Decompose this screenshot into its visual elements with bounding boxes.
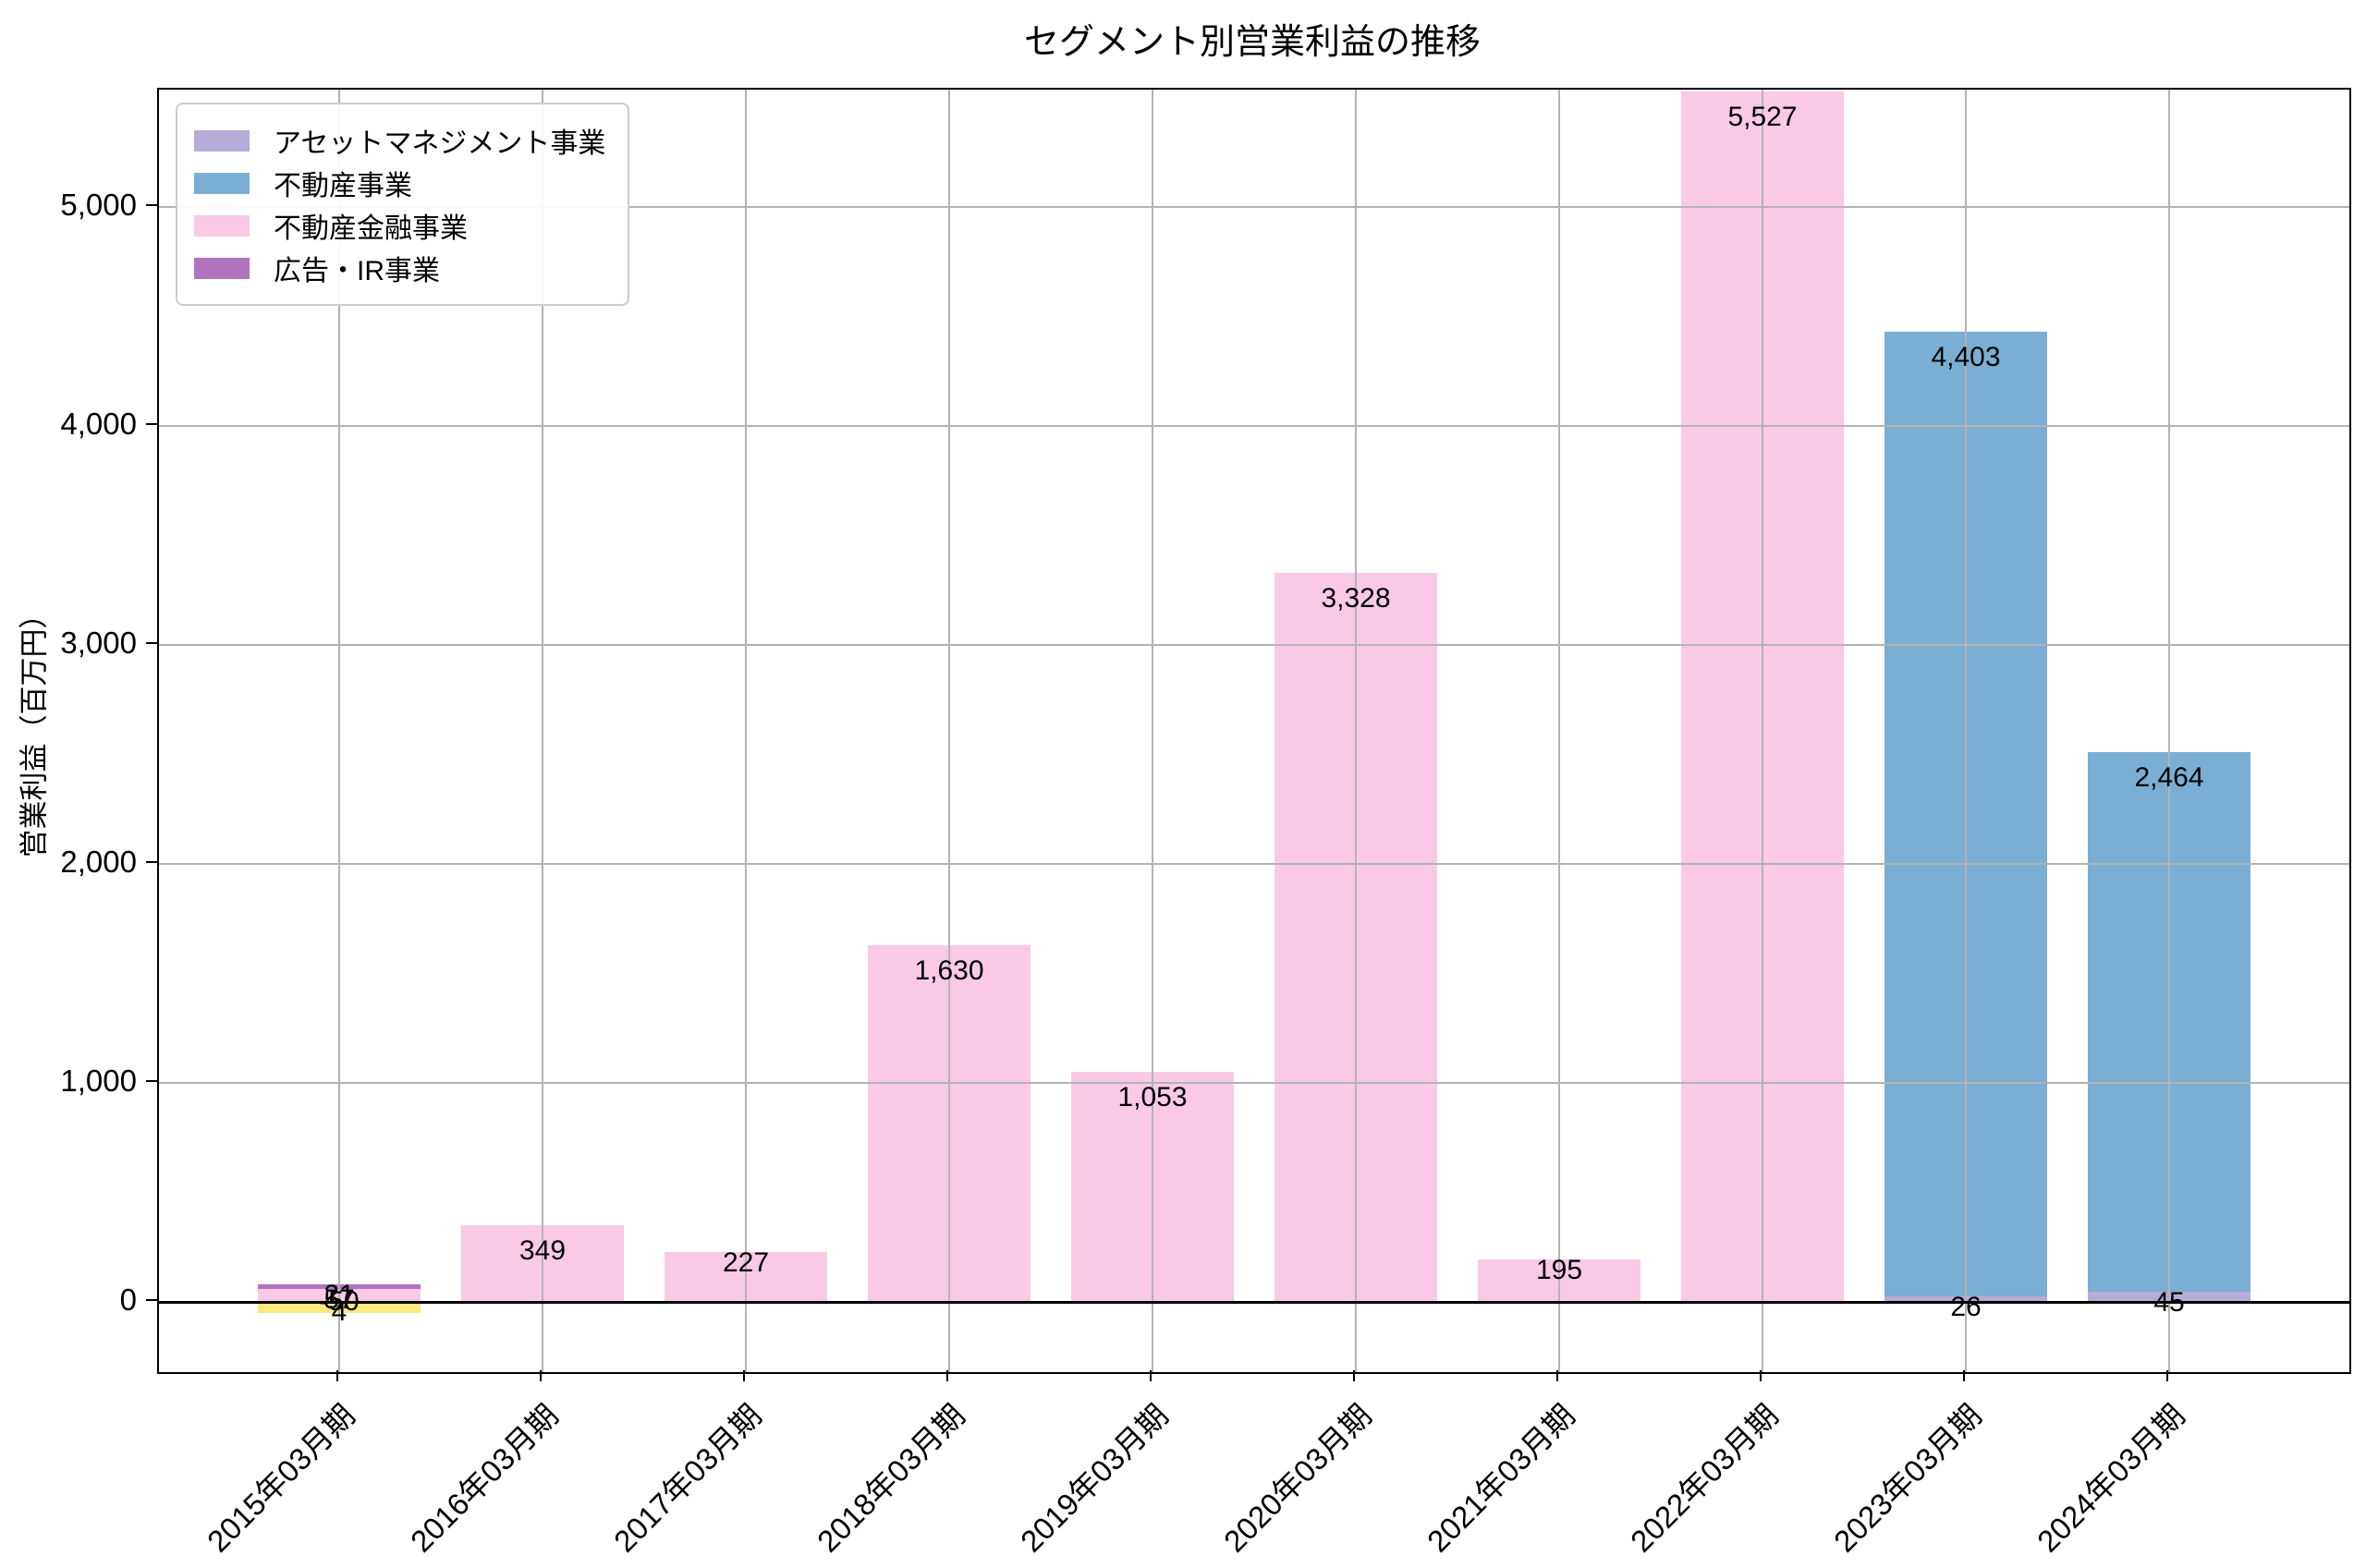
gridline-vertical [1558,90,1560,1372]
gridline-vertical [1965,90,1967,1372]
legend-item: アセットマネジメント事業 [194,119,605,162]
gridline-horizontal [159,205,2349,208]
y-tick-label: 5,000 [60,187,137,222]
gridline-horizontal [159,1082,2349,1085]
x-tick-mark [1556,1370,1558,1381]
x-tick-mark [743,1370,745,1381]
x-tick-mark [1760,1370,1762,1381]
bar-value-label: 45 [2153,1287,2185,1319]
x-tick-label-text: 2021年03月期 [1420,1397,1581,1559]
y-tick-mark [146,422,157,425]
y-tick-label: 2,000 [60,845,137,879]
grid-layer [159,90,2349,1372]
bar-value-label: 4 [331,1296,348,1328]
bar-value-label: 2,464 [2134,762,2204,794]
x-tick-label-text: 2022年03月期 [1623,1397,1785,1559]
bar-value-label: 195 [1535,1254,1583,1285]
gridline-vertical [948,90,950,1372]
x-tick-mark [336,1370,338,1381]
chart-title: セグメント別営業利益の推移 [1023,23,1482,62]
legend-label: 不動産事業 [274,171,412,201]
bar-value-label: 21 [323,1279,355,1310]
legend-label: アセットマネジメント事業 [274,128,606,159]
gridline-horizontal [159,643,2349,646]
legend: アセットマネジメント事業 不動産事業不動産金融事業 広告・IR事業 [176,103,630,306]
gridline-vertical [1762,90,1763,1372]
bar-value-label: 4,403 [1931,342,2001,373]
x-tick-label-text: 2015年03月期 [200,1397,361,1559]
x-tick-mark [540,1370,542,1381]
gridline-vertical [542,90,543,1372]
bar-value-label: 1,053 [1117,1081,1188,1112]
bar-value-label: 3,328 [1321,583,1391,614]
y-tick-label: 4,000 [60,406,137,441]
y-tick-label: 1,000 [60,1064,137,1099]
x-tick-label-text: 2020年03月期 [1216,1397,1378,1559]
gridline-vertical [338,90,340,1372]
bar-labels-layer: 4 57 21 -50 349 227 1,630 1,053 3,328 195 5,527 26 4… [159,90,2349,1372]
gridline-vertical [745,90,747,1372]
bar-value-label: 26 [1950,1291,1982,1322]
y-tick-mark [146,203,157,206]
x-tick-mark [1963,1370,1965,1381]
x-tick-mark [1353,1370,1355,1381]
y-tick-label: 0 [119,1282,137,1318]
bar-value-label: 227 [722,1247,770,1279]
x-tick-label-text: 2023年03月期 [1826,1397,1988,1559]
legend-item: 広告・IR事業 [194,247,605,289]
gridline-horizontal [159,424,2349,427]
y-axis-label: 営業利益（百万円） [18,600,51,858]
x-tick-label-text: 2017年03月期 [606,1397,768,1559]
x-tick-label-text: 2019年03月期 [1013,1397,1175,1559]
legend-item: 不動産事業 [194,162,605,204]
legend-swatch [194,129,250,152]
legend-swatch [194,172,250,194]
bar-value-label: 5,527 [1727,101,1798,132]
x-tick-label-text: 2024年03月期 [2030,1397,2191,1559]
gridline-vertical [2168,90,2170,1372]
legend-label: 不動産金融事業 [274,213,468,244]
y-tick-label: 3,000 [60,625,137,660]
gridline-vertical [1355,90,1357,1372]
x-tick-mark [2166,1370,2168,1381]
gridline-vertical [1152,90,1153,1372]
bar-value-label: 349 [518,1235,567,1267]
legend-swatch [194,214,250,237]
legend-label: 広告・IR事業 [274,256,440,286]
gridline-horizontal [159,863,2349,865]
bar-value-label: -50 [319,1285,360,1317]
x-tick-mark [946,1370,948,1381]
y-tick-mark [146,861,157,863]
bar-value-label: 1,630 [914,954,984,986]
legend-swatch [194,257,250,279]
y-tick-mark [146,1080,157,1083]
y-tick-mark [146,641,157,644]
x-tick-label-text: 2016年03月期 [403,1397,565,1559]
zero-line [159,1300,2349,1304]
x-tick-label-text: 2018年03月期 [810,1397,971,1559]
legend-item: 不動産金融事業 [194,204,605,247]
y-tick-mark [146,1299,157,1302]
bar-value-label: 57 [323,1283,355,1315]
x-tick-mark [1150,1370,1152,1381]
plot-area: 4 57 21 -50 349 227 1,630 1,053 3,328 195 5,527 26 4… [157,88,2351,1374]
